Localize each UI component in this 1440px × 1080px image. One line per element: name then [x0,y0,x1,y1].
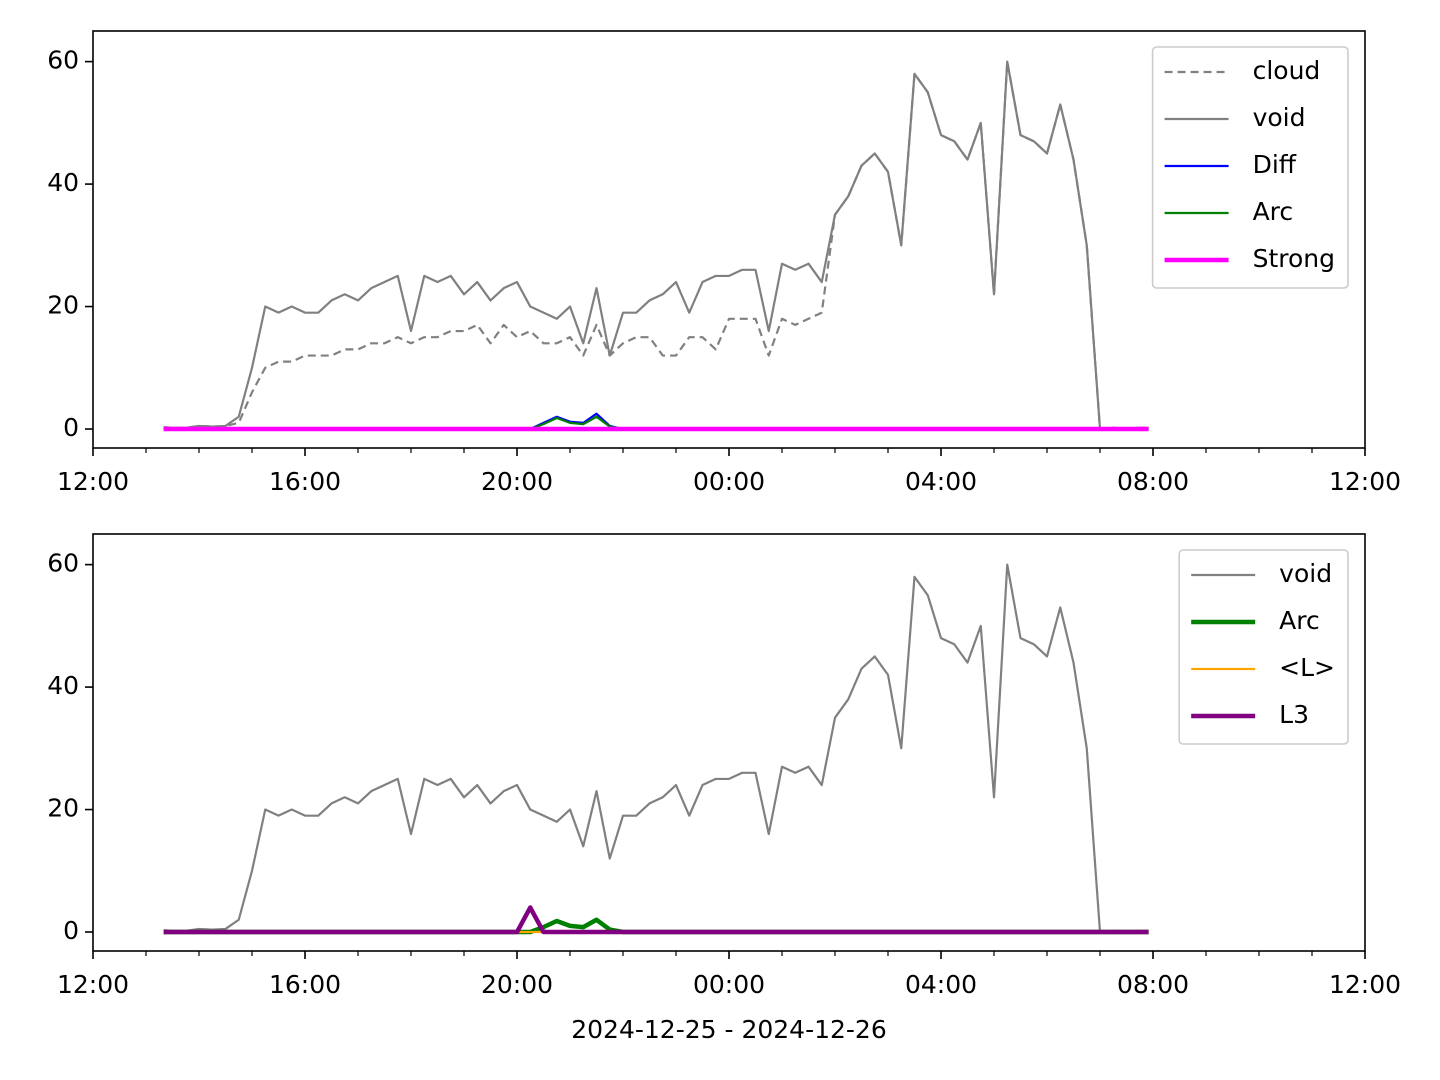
subplot: 0 20 40 60 12:00 16:00 20:00 00:00 04:00 08:00 12:… [47,30,1401,496]
x-tick-label: 12:00 [57,467,129,496]
x-tick-label: 08:00 [1117,970,1189,999]
y-tick-label: 0 [63,916,79,945]
series-line [163,60,1149,431]
x-tick-label: 20:00 [481,970,553,999]
series-line [163,60,1149,431]
y-tick-label: 60 [47,549,79,578]
legend: void Arc <L> L3 [1178,549,1349,745]
y-tick-label: 20 [47,794,79,823]
x-tick-label: 16:00 [269,970,341,999]
y-tick-label: 40 [47,168,79,197]
legend-label: <L> [1279,653,1335,682]
series-line [163,905,1149,935]
y-tick-label: 0 [63,413,79,442]
x-tick-label: 08:00 [1117,467,1189,496]
y-tick-label: 40 [47,671,79,700]
legend-label: L3 [1279,700,1309,729]
x-tick-label: 12:00 [57,970,129,999]
legend-label: void [1253,103,1306,132]
series-line [163,563,1149,934]
legend-label: void [1279,559,1332,588]
series-line [163,412,1149,431]
y-tick-label: 20 [47,291,79,320]
legend-label: Arc [1253,197,1294,226]
axes-frame [92,30,1366,449]
legend-label: Strong [1253,244,1335,273]
x-tick-label: 04:00 [905,970,977,999]
x-tick-label: 00:00 [693,970,765,999]
legend-label: Diff [1253,150,1297,179]
legend-box [1178,549,1349,745]
x-tick-label: 00:00 [693,467,765,496]
x-axis-label: 2024-12-25 - 2024-12-26 [571,1015,887,1044]
legend: cloud void Diff Arc Strong [1151,46,1349,289]
x-tick-label: 12:00 [1329,970,1401,999]
legend-label: cloud [1253,56,1321,85]
legend-label: Arc [1279,606,1320,635]
x-tick-label: 12:00 [1329,467,1401,496]
y-tick-label: 60 [47,46,79,75]
x-tick-label: 16:00 [269,467,341,496]
axes-frame [92,533,1366,952]
x-tick-label: 20:00 [481,467,553,496]
x-tick-label: 04:00 [905,467,977,496]
legend-box [1151,46,1349,289]
subplot: 0 20 40 60 12:00 16:00 20:00 00:00 04:00 08:00 12:… [47,533,1401,1044]
